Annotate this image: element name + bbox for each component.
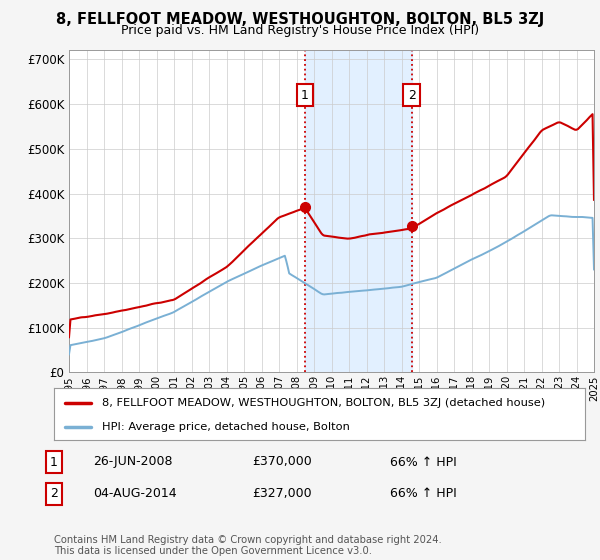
Text: 8, FELLFOOT MEADOW, WESTHOUGHTON, BOLTON, BL5 3ZJ: 8, FELLFOOT MEADOW, WESTHOUGHTON, BOLTON… xyxy=(56,12,544,27)
Text: 1: 1 xyxy=(50,455,58,469)
Text: £370,000: £370,000 xyxy=(252,455,312,469)
Text: 2: 2 xyxy=(408,88,416,101)
Bar xyxy=(305,50,412,372)
Text: 8, FELLFOOT MEADOW, WESTHOUGHTON, BOLTON, BL5 3ZJ (detached house): 8, FELLFOOT MEADOW, WESTHOUGHTON, BOLTON… xyxy=(102,398,545,408)
Text: £327,000: £327,000 xyxy=(252,487,311,501)
Text: Price paid vs. HM Land Registry's House Price Index (HPI): Price paid vs. HM Land Registry's House … xyxy=(121,24,479,36)
Text: 66% ↑ HPI: 66% ↑ HPI xyxy=(390,455,457,469)
Text: 26-JUN-2008: 26-JUN-2008 xyxy=(93,455,173,469)
Text: HPI: Average price, detached house, Bolton: HPI: Average price, detached house, Bolt… xyxy=(102,422,350,432)
Text: 2: 2 xyxy=(50,487,58,501)
Text: Contains HM Land Registry data © Crown copyright and database right 2024.
This d: Contains HM Land Registry data © Crown c… xyxy=(54,535,442,557)
Text: 66% ↑ HPI: 66% ↑ HPI xyxy=(390,487,457,501)
Text: 04-AUG-2014: 04-AUG-2014 xyxy=(93,487,176,501)
Text: 1: 1 xyxy=(301,88,309,101)
